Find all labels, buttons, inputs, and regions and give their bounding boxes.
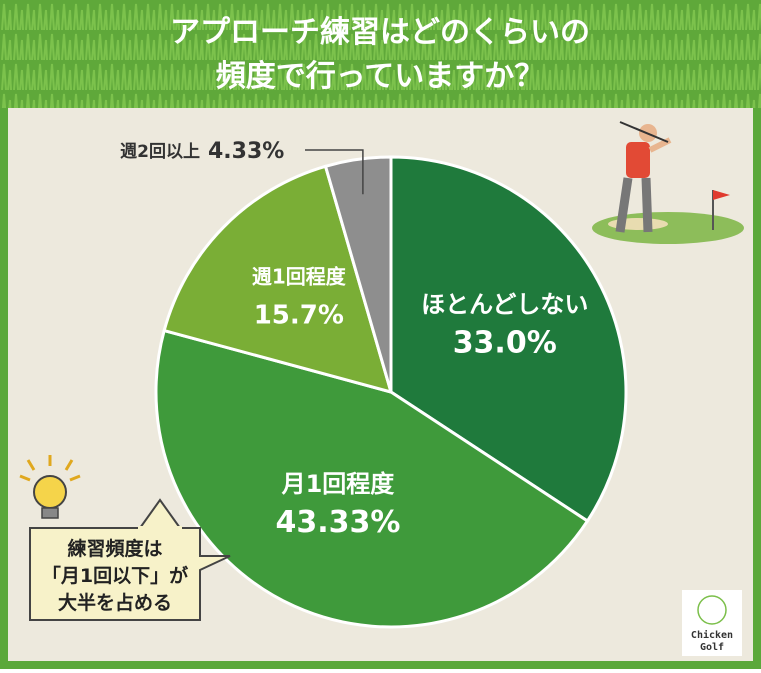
callout [19,455,231,621]
value-label: 33.0% [453,326,557,361]
value-label: 4.33% [208,139,284,164]
pie-slice [154,328,590,629]
value-label: 15.7% [254,300,344,330]
slice-label: ほとんどしない [421,291,588,319]
slice-label: 月1回程度 [281,470,396,498]
callout-text: 「月1回以下」が [42,564,188,587]
golfer-illustration [592,121,744,244]
leader-line [305,149,364,195]
logo-text: Chicken [691,629,733,641]
chart-title: アプローチ練習はどのくらいの [170,15,590,50]
value-label: 43.33% [275,505,400,540]
pie-slice [162,164,394,395]
slice-label: 週2回以上 [120,142,200,162]
logo-box [682,590,742,656]
slice-label: 週1回程度 [252,264,347,288]
chart-title: 頻度で行っていますか？ [216,59,545,94]
logo-mark [697,595,727,625]
callout-text: 練習頻度は [67,537,162,560]
banner [0,0,761,108]
pie [154,155,628,629]
pie-slice [323,155,393,393]
callout-text: 大半を占める [58,591,172,614]
logo-text: Golf [700,642,724,653]
